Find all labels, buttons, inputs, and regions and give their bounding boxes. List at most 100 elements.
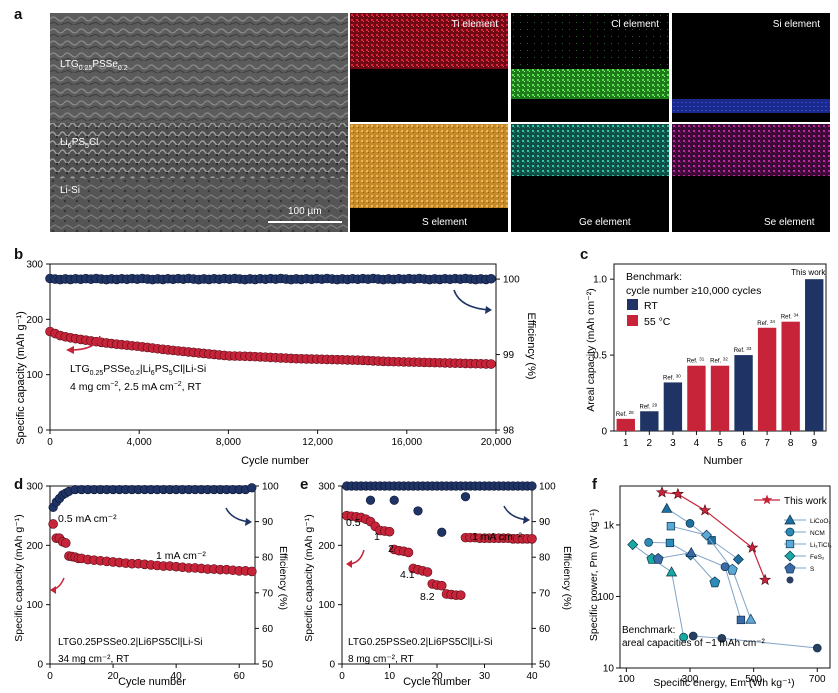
panel-c-legend-55: 55 °C <box>644 316 671 328</box>
panel-b-arrowhead-efficiency <box>485 306 492 314</box>
panel-d-xlabel: Cycle number <box>118 676 186 688</box>
panel-f-benchmark-point <box>736 615 746 625</box>
panel-b-xtick-label: 20,000 <box>481 437 512 448</box>
panel-f-ytick-label: 10 <box>603 664 615 675</box>
panel-c-xtick-label: 4 <box>694 438 700 449</box>
panel-c-ref-label: Ref. 29 <box>639 402 657 410</box>
panel-e-rate-last: 1 mA cm⁻² <box>472 531 522 543</box>
panel-d-y2tick-label: 70 <box>262 588 274 599</box>
panel-c-xtick-label: 9 <box>811 438 817 449</box>
panel-f-benchmark-point <box>812 643 822 653</box>
panel-e-cell-label: LTG0.25PSSe0.2|Li6PS5Cl|Li-Si <box>348 637 493 648</box>
panel-f-benchmark-point <box>717 633 727 643</box>
panel-c-xtick-label: 6 <box>741 438 747 449</box>
panel-f-xtick-label: 100 <box>618 674 635 685</box>
panel-c-this-work-label: This work <box>791 268 826 277</box>
panel-d-capacity-point <box>60 538 71 548</box>
panel-letter-f: f <box>592 476 597 493</box>
panel-c-chart: 0 0.5 1.0 1 Ref. 28 2 Ref. 29 3 Ref. 30 4 Ref. 31 5… <box>585 263 827 467</box>
panel-f-benchmark-point <box>732 553 744 565</box>
panel-e-efficiency-point <box>527 481 537 491</box>
panel-c-ref-label: Ref. 34 <box>757 319 775 327</box>
panel-e-xtick-label: 40 <box>526 671 538 682</box>
ge-map-label: Ge element <box>579 217 631 228</box>
panel-letter-d: d <box>14 476 24 493</box>
panel-f-benchmark-point <box>707 536 716 545</box>
panel-b-ytick-label: 300 <box>26 260 43 271</box>
panel-e-efficiency-point <box>437 527 447 537</box>
cl-map: Cl element <box>511 13 669 122</box>
cl-map-dots <box>511 13 669 99</box>
panel-f-legend-marker <box>786 576 794 584</box>
panel-d-xtick-label: 60 <box>234 671 246 682</box>
panel-f-benchmark-point <box>665 566 678 577</box>
panel-e-xlabel: Cycle number <box>403 676 471 688</box>
panel-f-benchmark-line <box>658 552 742 621</box>
panel-e-efficiency-point <box>365 495 376 505</box>
panel-f-benchmark-point <box>685 519 695 528</box>
panel-d-xtick-label: 40 <box>171 671 183 682</box>
panel-d-ytick-label: 200 <box>26 541 43 552</box>
panel-d-y2tick-label: 100 <box>262 482 279 493</box>
panel-f-xtick-label: 300 <box>682 674 699 685</box>
panel-d-y2tick-label: 60 <box>262 624 274 635</box>
panel-c-xtick-label: 5 <box>717 438 723 449</box>
panel-c-xtick-label: 8 <box>788 438 794 449</box>
sem-image: LTG0.25PSSe0.2 Li6PS5Cl Li-Si 100 µm <box>50 13 348 232</box>
panel-c-ylabel: Areal capacity (mAh cm⁻²) <box>585 288 597 411</box>
panel-f-legend-marker <box>784 562 796 574</box>
panel-d-conditions: 34 mg cm⁻², RT <box>58 654 129 665</box>
panel-e-y2tick-label: 90 <box>539 517 551 528</box>
panel-b-frame <box>49 263 497 431</box>
panel-d-ytick-label: 0 <box>37 660 43 671</box>
panel-f-legend-marker <box>785 527 795 537</box>
sem-layer-label-top: LTG0.25PSSe0.2 <box>60 59 128 72</box>
panel-f-ytick-label: 1k <box>603 520 615 531</box>
panel-c-ytick-label: 0.5 <box>593 351 607 362</box>
panel-c-legend-rt-swatch <box>627 299 638 310</box>
panel-b-xlabel: Cycle number <box>241 455 309 467</box>
panel-d-arrowhead-capacity <box>50 586 56 594</box>
panel-f-xtick-label: 700 <box>809 674 826 685</box>
panel-f-benchmark-point <box>666 522 676 531</box>
panel-f-legend-label: S <box>810 566 815 573</box>
panel-e-capacity-point <box>403 547 414 558</box>
panel-b-arrowhead-capacity <box>66 346 74 354</box>
panel-d-rate1: 0.5 mA cm⁻² <box>58 513 117 525</box>
panel-c-ref-label: Ref. 32 <box>710 357 728 365</box>
panel-f-legend-marker <box>784 550 796 562</box>
panel-c-bar <box>757 327 777 431</box>
panel-c-bar <box>616 418 635 431</box>
panel-f-benchmark-line <box>670 525 752 620</box>
panel-e-capacity-point <box>436 580 447 591</box>
panel-f-this-work-point <box>698 503 712 516</box>
panel-f-legend-label: LiCoO₂ <box>810 518 831 525</box>
panel-b-arrow-capacity <box>69 335 101 351</box>
panel-b-y2tick-label: 100 <box>503 275 520 286</box>
panel-e-ytick-label: 300 <box>318 482 335 493</box>
panel-c-ref-label: Ref. 28 <box>616 410 634 418</box>
panel-b-arrow-efficiency <box>453 289 491 311</box>
panel-d-xtick-label: 0 <box>47 671 53 682</box>
panel-e-capacity-point <box>422 567 433 577</box>
panel-b-y2label: Efficiency (%) <box>525 312 537 379</box>
panel-f-benchmark-point <box>709 576 721 588</box>
panel-f-legend-this-work: This work <box>784 496 828 507</box>
panel-c-plot: 0 0.5 1.0 1 Ref. 28 2 Ref. 29 3 Ref. 30 4 Ref. 31 5… <box>593 263 827 449</box>
panel-f-benchmark-point <box>745 613 757 624</box>
panel-c-legend-55-swatch <box>627 315 638 326</box>
panel-f-legend-label: Li₃TiCl₆ <box>810 542 832 549</box>
panel-c-legend-rt: RT <box>644 300 658 312</box>
panel-b-ytick-label: 100 <box>26 370 43 381</box>
panel-d-capacity-point <box>48 519 58 529</box>
panel-e-capacity-point <box>527 534 537 544</box>
panel-e-rate-label: 8.2 <box>420 591 435 603</box>
panel-d-y2tick-label: 90 <box>262 517 274 528</box>
ti-map-dots <box>350 13 508 69</box>
panel-c-xlabel: Number <box>703 455 742 467</box>
panel-f-xtick-label: 500 <box>745 674 762 685</box>
sem-texture <box>50 13 348 232</box>
scale-bar <box>268 221 342 223</box>
panel-e-ylabel: Specific capacity (mAh g⁻¹) <box>303 514 315 642</box>
